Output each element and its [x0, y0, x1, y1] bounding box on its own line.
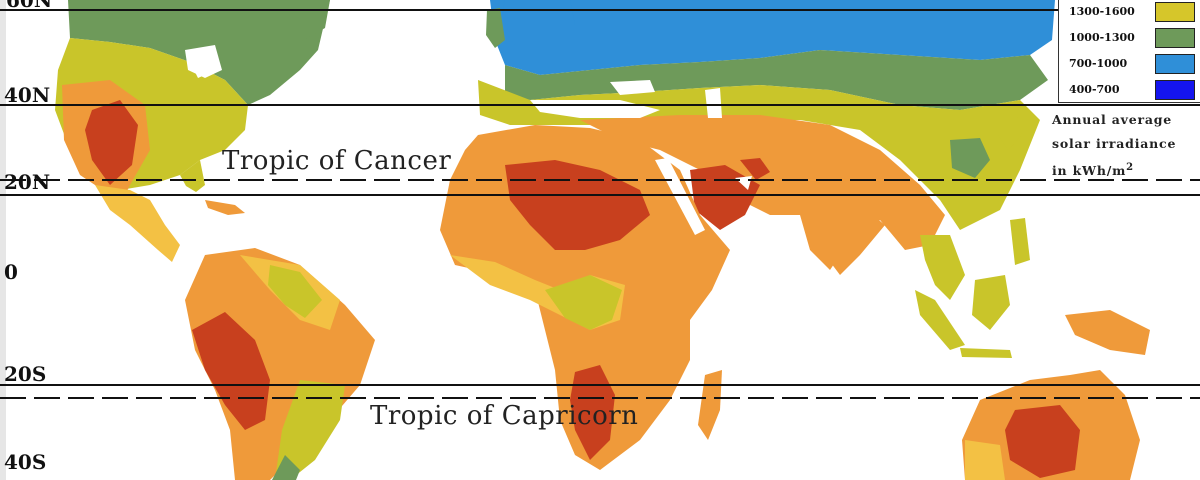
madagascar	[698, 370, 722, 440]
uk	[486, 8, 505, 48]
eurasia-green	[505, 50, 1048, 110]
legend: 1300-1600 1000-1300 700-1000 400-700	[1058, 0, 1200, 103]
legend-label: 700-1000	[1069, 57, 1128, 70]
left-border-strip	[0, 0, 6, 480]
north-america	[55, 0, 330, 262]
lat-label-equator: 0	[4, 260, 18, 284]
legend-row: 1300-1600	[1059, 0, 1200, 24]
legend-caption: Annual average solar irradiance in kWh/m…	[1052, 108, 1200, 183]
legend-swatch	[1155, 54, 1195, 74]
india	[800, 200, 885, 275]
australia-darkred	[1005, 405, 1080, 478]
south-africa-darkred	[570, 365, 615, 460]
sumatra	[915, 290, 965, 350]
legend-row: 400-700	[1059, 78, 1200, 102]
indochina	[920, 235, 965, 300]
patagonia	[272, 455, 300, 480]
scandinavia	[500, 0, 575, 45]
south-america	[185, 248, 375, 480]
mexico	[95, 185, 180, 262]
legend-row: 1000-1300	[1059, 26, 1200, 50]
legend-row: 700-1000	[1059, 52, 1200, 76]
legend-caption-line-3: in kWh/m2	[1052, 156, 1200, 183]
eurasia-blue	[490, 0, 1055, 75]
lat-label-40s: 40S	[4, 450, 47, 474]
africa-darkred	[505, 160, 650, 250]
great-lakes	[193, 66, 207, 78]
eurasia	[478, 0, 1055, 275]
legend-label: 1300-1600	[1069, 5, 1135, 18]
legend-caption-superscript: 2	[1126, 162, 1134, 173]
florida-gulf	[180, 160, 205, 192]
legend-label: 400-700	[1069, 83, 1120, 96]
black-sea	[610, 80, 655, 95]
red-sea	[655, 158, 705, 235]
legend-caption-unit: in kWh/m	[1052, 163, 1127, 179]
south-america-yellowgreen	[268, 265, 322, 318]
legend-label: 1000-1300	[1069, 31, 1135, 44]
australia	[962, 370, 1140, 480]
africa	[440, 125, 730, 470]
lat-label-60n: 60N	[6, 0, 53, 12]
cuba	[205, 200, 245, 215]
legend-swatch	[1155, 28, 1195, 48]
legend-swatch	[1155, 2, 1195, 22]
lat-label-40n: 40N	[4, 83, 51, 107]
tropic-of-cancer-label: Tropic of Cancer	[222, 146, 452, 176]
philippines	[1010, 218, 1030, 265]
australia-yellow	[965, 440, 1005, 480]
lat-label-20n: 20N	[4, 170, 51, 194]
south-america-darkred	[192, 312, 270, 430]
japan	[998, 108, 1022, 150]
lat-label-20s: 20S	[4, 362, 47, 386]
java	[960, 348, 1012, 358]
persia-darkred	[740, 158, 770, 180]
africa-yellowgreen	[545, 275, 622, 330]
caspian	[705, 88, 722, 118]
tropic-of-capricorn-label: Tropic of Capricorn	[370, 401, 639, 431]
legend-caption-line: Annual average	[1052, 112, 1173, 127]
legend-swatch	[1155, 80, 1195, 100]
borneo	[972, 275, 1010, 330]
north-america-darkred	[85, 100, 138, 185]
south-america-south-yellowgreen	[275, 380, 345, 480]
china-green	[950, 138, 990, 178]
new-guinea	[1065, 310, 1150, 355]
se-asia	[915, 218, 1150, 358]
latitude-lines	[0, 9, 1200, 399]
legend-caption-line: solar irradiance	[1052, 136, 1177, 151]
